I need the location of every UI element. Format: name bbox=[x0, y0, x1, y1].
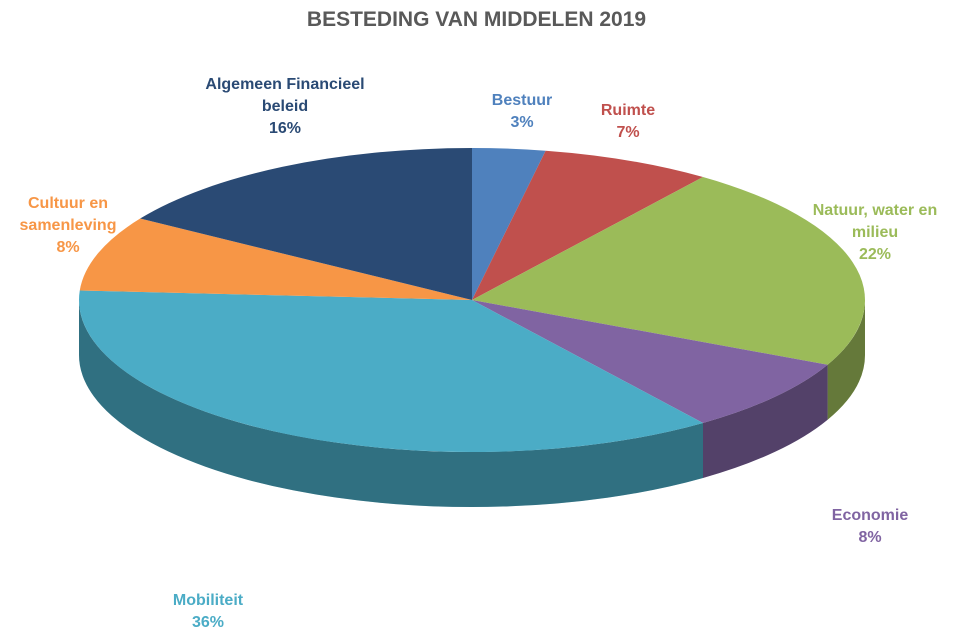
value-label: 36% bbox=[191, 614, 225, 631]
slice-label: Cultuur en samenleving 8% bbox=[3, 193, 133, 259]
slice-side-shade bbox=[827, 300, 865, 420]
slice bbox=[472, 150, 703, 300]
slice-label: Natuur, water en milieu 22% bbox=[795, 200, 953, 266]
category-name: Algemeen Financieel beleid bbox=[205, 76, 365, 115]
slice bbox=[140, 148, 472, 300]
chart-title: BESTEDING VAN MIDDELEN 2019 bbox=[306, 8, 647, 31]
slice-side-shade bbox=[79, 300, 703, 508]
slice-side bbox=[827, 300, 865, 420]
slice-label: Ruimte 7% bbox=[568, 100, 688, 144]
category-name: Bestuur bbox=[491, 92, 553, 109]
category-name: Cultuur en samenleving bbox=[19, 195, 117, 234]
slice-side bbox=[702, 364, 828, 478]
slice-label: Algemeen Financieel beleid 16% bbox=[185, 74, 385, 140]
slice-side bbox=[79, 300, 703, 508]
slice bbox=[472, 300, 828, 423]
slice-label: Bestuur 3% bbox=[462, 90, 582, 134]
value-label: 7% bbox=[616, 124, 640, 141]
category-name: Natuur, water en milieu bbox=[812, 202, 938, 241]
slice bbox=[79, 218, 472, 300]
value-label: 3% bbox=[510, 114, 534, 131]
slice bbox=[472, 148, 546, 300]
slice bbox=[79, 290, 703, 452]
category-name: Economie bbox=[831, 507, 909, 524]
value-label: 8% bbox=[56, 239, 80, 256]
slice bbox=[472, 177, 865, 365]
category-name: Ruimte bbox=[600, 102, 656, 119]
value-label: 22% bbox=[858, 246, 892, 263]
value-label: 8% bbox=[858, 529, 882, 546]
value-label: 16% bbox=[268, 120, 302, 137]
slice-side-shade bbox=[702, 364, 828, 478]
category-name: Mobiliteit bbox=[172, 592, 244, 609]
slice-label: Economie 8% bbox=[810, 505, 930, 549]
slice-label: Mobiliteit 36% bbox=[138, 590, 278, 634]
